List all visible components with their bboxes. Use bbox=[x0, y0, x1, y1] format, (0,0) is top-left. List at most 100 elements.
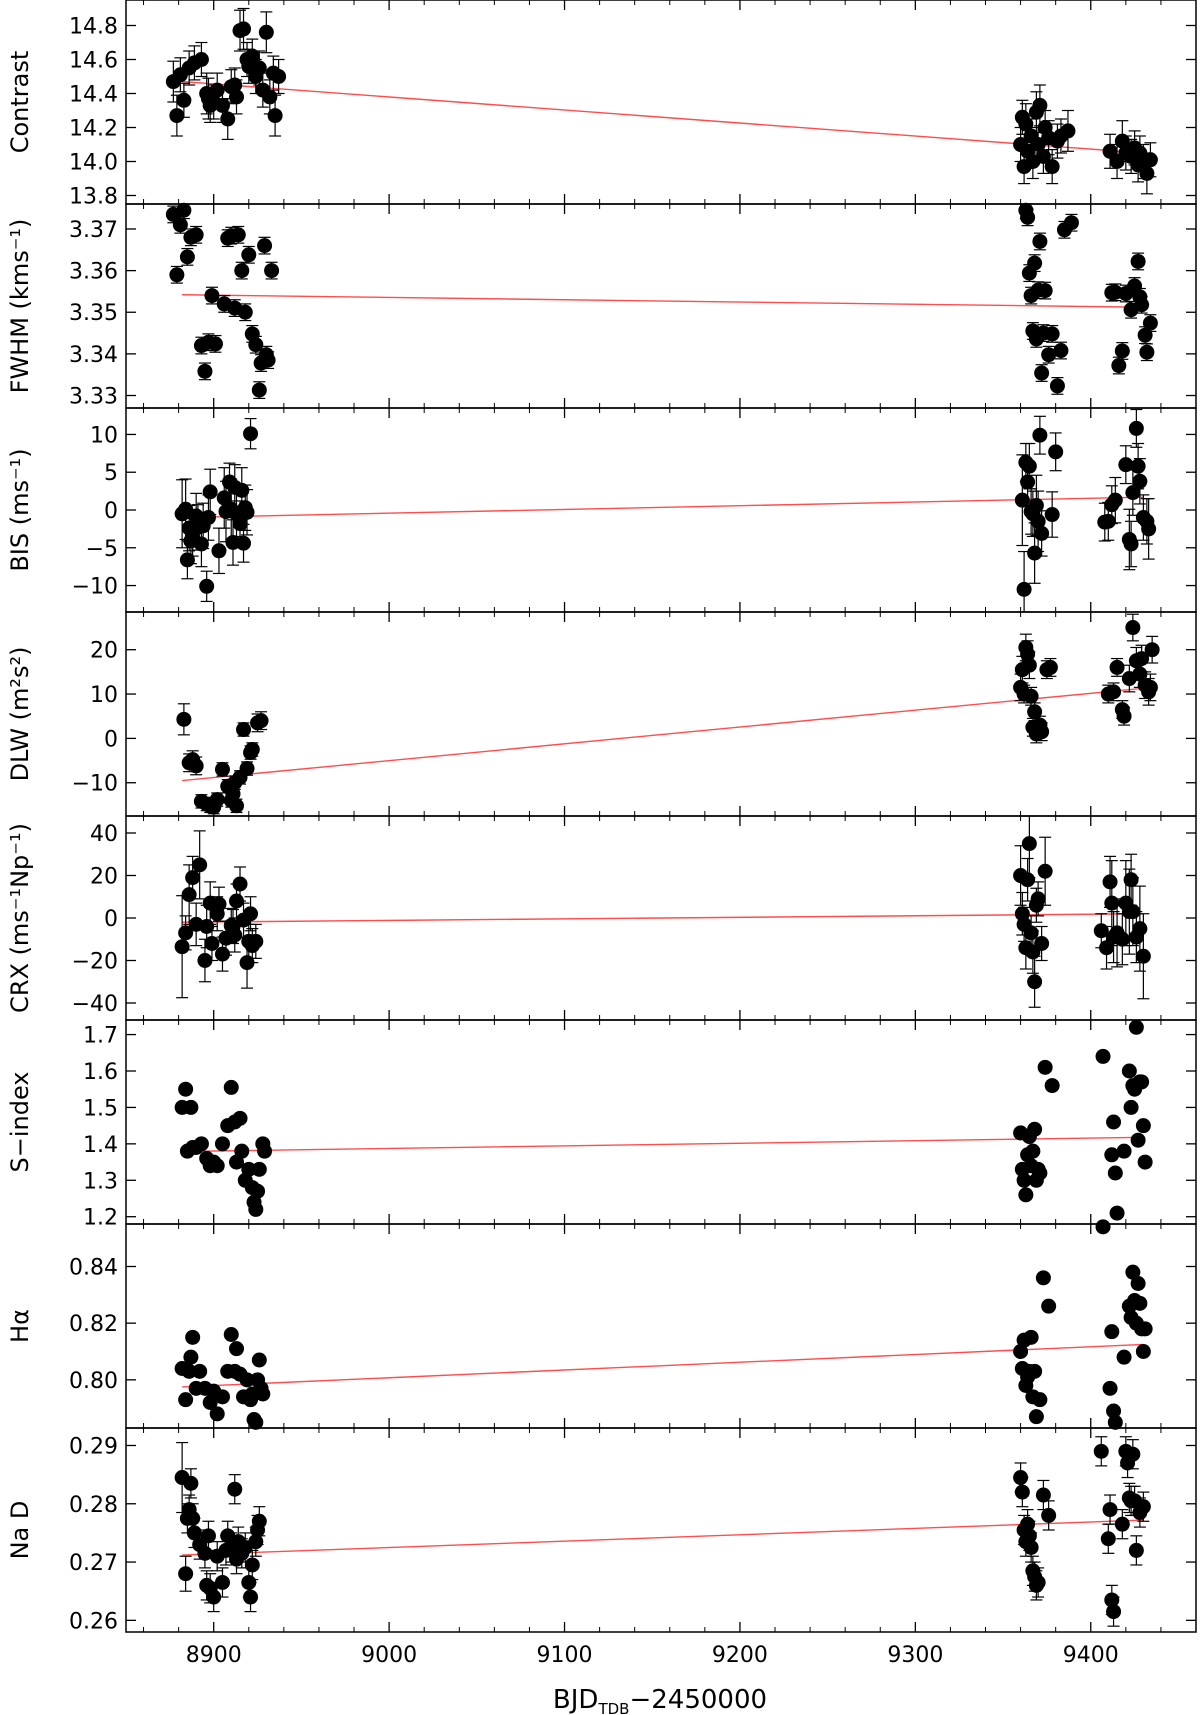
data-point bbox=[1093, 1436, 1109, 1467]
data-point bbox=[223, 1327, 239, 1342]
marker bbox=[1037, 1059, 1053, 1075]
x-axis: 8900 9000 9100 9200 9300 9400 bbox=[186, 1643, 1119, 1668]
y-tick-label: 1.2 bbox=[83, 1206, 118, 1231]
marker bbox=[1109, 659, 1125, 675]
marker bbox=[200, 1528, 216, 1544]
marker bbox=[1020, 474, 1036, 490]
marker bbox=[1125, 620, 1141, 636]
data-point bbox=[183, 1349, 199, 1365]
marker bbox=[232, 1110, 248, 1126]
marker bbox=[241, 1161, 257, 1177]
data-point bbox=[1134, 1074, 1150, 1090]
data-point bbox=[204, 925, 220, 962]
data-point bbox=[192, 1363, 208, 1379]
data-point bbox=[267, 94, 283, 137]
marker bbox=[197, 363, 213, 379]
data-point bbox=[1130, 252, 1146, 271]
marker bbox=[1028, 497, 1044, 513]
trend-line bbox=[182, 687, 1144, 782]
marker bbox=[214, 1574, 230, 1590]
marker bbox=[1018, 1187, 1034, 1203]
marker bbox=[181, 1363, 197, 1379]
marker bbox=[214, 946, 230, 962]
marker bbox=[1137, 1154, 1153, 1170]
data-point bbox=[176, 202, 192, 220]
marker bbox=[1095, 1219, 1111, 1235]
marker bbox=[209, 792, 225, 808]
x-tick-label: 8900 bbox=[186, 1643, 242, 1668]
data-point bbox=[1139, 343, 1155, 362]
y-axis-label: FWHM (kms⁻¹) bbox=[6, 219, 34, 394]
marker bbox=[1128, 1542, 1144, 1558]
marker bbox=[1125, 1264, 1141, 1280]
data-point bbox=[1049, 377, 1065, 395]
marker bbox=[230, 227, 246, 243]
marker bbox=[1132, 921, 1148, 937]
y-tick-label: 10 bbox=[90, 683, 118, 708]
data-point bbox=[1013, 1344, 1029, 1359]
data-point bbox=[1034, 925, 1050, 962]
marker bbox=[176, 92, 192, 108]
y-axis-label: Na D bbox=[6, 1501, 34, 1560]
data-point bbox=[1128, 1535, 1144, 1566]
marker bbox=[1114, 1516, 1130, 1532]
marker bbox=[1020, 1516, 1036, 1532]
data-point bbox=[1027, 702, 1043, 722]
marker bbox=[1020, 872, 1036, 888]
x-axis-label-sub: TDB bbox=[597, 1700, 629, 1715]
marker bbox=[1130, 1132, 1146, 1148]
marker bbox=[188, 227, 204, 243]
panel-5: −40 −20 0 20 40 CRX (ms⁻¹Np⁻¹) bbox=[6, 815, 1197, 1021]
data-point bbox=[1041, 1298, 1057, 1314]
marker bbox=[1032, 1392, 1048, 1408]
data-point bbox=[243, 417, 259, 450]
marker bbox=[1111, 358, 1127, 374]
data-point bbox=[1018, 1187, 1034, 1203]
data-point bbox=[230, 225, 246, 244]
marker bbox=[169, 108, 185, 124]
marker bbox=[1049, 378, 1065, 394]
data-point bbox=[260, 351, 276, 370]
marker bbox=[1123, 536, 1139, 552]
y-tick-label: 0.27 bbox=[69, 1551, 118, 1576]
marker bbox=[1109, 1205, 1125, 1221]
marker bbox=[251, 1161, 267, 1177]
y-tick-label: 3.34 bbox=[69, 343, 118, 368]
data-point bbox=[214, 761, 230, 777]
data-point bbox=[1114, 1508, 1130, 1540]
marker bbox=[214, 97, 230, 113]
data-point bbox=[1041, 345, 1057, 364]
marker bbox=[1041, 347, 1057, 363]
x-axis-label-main: BJD bbox=[553, 1685, 599, 1715]
data-point bbox=[1142, 142, 1158, 178]
marker bbox=[1063, 215, 1079, 231]
data-point bbox=[251, 1506, 267, 1537]
marker bbox=[192, 857, 208, 873]
marker bbox=[1130, 1276, 1146, 1291]
y-tick-label: 3.36 bbox=[69, 260, 118, 285]
marker bbox=[229, 89, 245, 105]
data-point bbox=[1139, 498, 1155, 545]
marker bbox=[253, 713, 269, 729]
data-point bbox=[1135, 1118, 1151, 1134]
data-point bbox=[253, 711, 269, 731]
marker bbox=[1106, 1403, 1122, 1419]
marker bbox=[271, 69, 287, 84]
data-point bbox=[1037, 836, 1053, 906]
data-point bbox=[239, 761, 255, 777]
panel-2: 3.33 3.34 3.35 3.36 3.37 FWHM (kms⁻¹) bbox=[6, 202, 1197, 410]
marker bbox=[248, 1534, 264, 1550]
data-point bbox=[1034, 364, 1050, 382]
marker bbox=[1034, 936, 1050, 951]
marker bbox=[1104, 1324, 1120, 1340]
data-point bbox=[1109, 1205, 1125, 1221]
data-point bbox=[1025, 1143, 1041, 1159]
y-tick-label: 13.8 bbox=[69, 185, 118, 210]
marker bbox=[1134, 651, 1150, 667]
panel-frame bbox=[125, 1427, 1197, 1633]
marker bbox=[1037, 863, 1053, 879]
data-point bbox=[193, 1136, 209, 1152]
trend-line bbox=[182, 1519, 1144, 1556]
y-tick-label: 0.26 bbox=[69, 1609, 118, 1634]
data-point bbox=[1063, 213, 1079, 232]
